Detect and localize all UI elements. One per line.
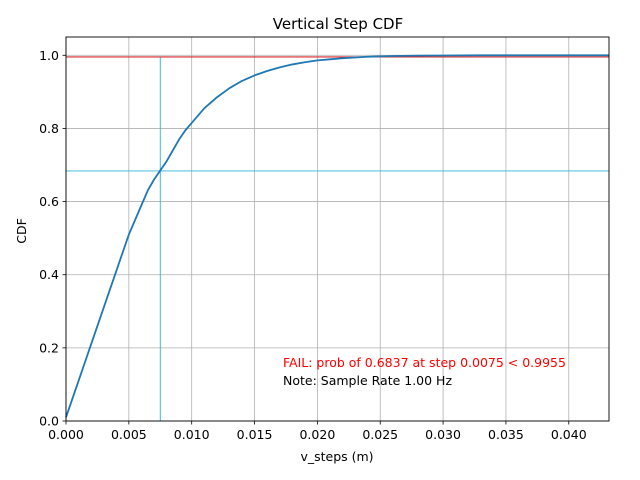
x-tick-label: 0.010 bbox=[174, 427, 210, 442]
y-tick-label: 0.4 bbox=[39, 267, 59, 282]
series-layer bbox=[65, 54, 609, 421]
chart-title: Vertical Step CDF bbox=[273, 15, 404, 33]
x-tick-label: 0.000 bbox=[48, 427, 84, 442]
x-axis-title: v_steps (m) bbox=[300, 449, 373, 464]
y-tick-label: 1.0 bbox=[39, 48, 59, 63]
axes bbox=[65, 36, 610, 422]
x-tick-label: 0.015 bbox=[237, 427, 273, 442]
x-tick-label: 0.005 bbox=[111, 427, 147, 442]
y-tick-label: 0.2 bbox=[39, 340, 59, 355]
cdf-series-line bbox=[65, 54, 609, 418]
y-axis-title: CDF bbox=[14, 218, 29, 244]
ticks: 0.000 0.005 0.010 0.015 0.020 0.025 0.030 0.035… bbox=[39, 48, 587, 442]
x-tick-label: 0.035 bbox=[488, 427, 524, 442]
y-tick-label: 0.8 bbox=[39, 121, 59, 136]
x-tick-label: 0.030 bbox=[425, 427, 461, 442]
x-tick-label: 0.025 bbox=[362, 427, 398, 442]
grid bbox=[65, 37, 609, 422]
plot-frame bbox=[65, 36, 610, 422]
fail-annotation: FAIL: prob of 0.6837 at step 0.0075 < 0.… bbox=[283, 355, 566, 370]
x-tick-label: 0.020 bbox=[299, 427, 335, 442]
y-tick-label: 0.0 bbox=[39, 414, 59, 429]
x-tick-label: 0.040 bbox=[551, 427, 587, 442]
y-tick-label: 0.6 bbox=[39, 194, 59, 209]
note-annotation: Note: Sample Rate 1.00 Hz bbox=[283, 373, 452, 388]
